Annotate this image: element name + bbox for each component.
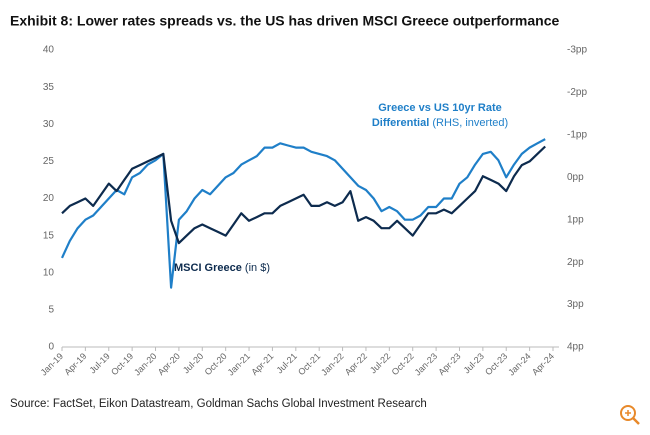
x-tick-label: Oct-19 [109, 351, 135, 377]
annotation-part: (RHS, inverted) [429, 117, 508, 129]
zoom-lens [620, 405, 636, 421]
annotation-part: Differential [372, 117, 429, 129]
annotation-part: (in $) [242, 262, 270, 274]
x-tick-label: Jul-21 [274, 351, 298, 375]
data-line [61, 145, 546, 245]
x-tick-label: Jan-22 [319, 351, 346, 378]
x-tick-label: Apr-21 [249, 351, 275, 377]
y2-tick-label: -2pp [567, 87, 587, 98]
chart-title: Exhibit 8: Lower rates spreads vs. the U… [10, 13, 560, 29]
x-tick-label: Jan-23 [413, 351, 440, 378]
x-tick-label: Apr-20 [156, 351, 182, 377]
y-tick-label: 40 [43, 45, 55, 56]
y-tick-label: 0 [48, 342, 54, 353]
y-tick-label: 10 [43, 267, 55, 278]
annotation-part: Greece vs US 10yr Rate [378, 102, 502, 114]
x-tick-label: Oct-21 [296, 351, 322, 377]
y-tick-label: 25 [43, 156, 55, 167]
zoom-handle [632, 417, 640, 425]
x-tick-label: Jul-19 [87, 351, 111, 375]
y2-tick-label: -1pp [567, 129, 587, 140]
x-tick-label: Apr-19 [62, 351, 88, 377]
y2-tick-label: 3pp [567, 299, 584, 310]
x-tick-label: Oct-23 [483, 351, 509, 377]
y-tick-label: 5 [48, 305, 54, 316]
x-tick-label: Oct-20 [203, 351, 229, 377]
y2-tick-label: 2pp [567, 257, 584, 268]
x-tick-label: Apr-24 [530, 351, 556, 377]
x-tick-label: Jan-24 [506, 351, 533, 378]
x-tick-label: Jan-20 [132, 351, 159, 378]
y2-tick-label: 0pp [567, 172, 584, 183]
annotation: MSCI Greece (in $) [174, 262, 270, 274]
x-tick-label: Jul-20 [181, 351, 205, 375]
x-tick-label: Jul-22 [368, 351, 392, 375]
y-tick-label: 30 [43, 119, 55, 130]
x-tick-label: Jan-21 [226, 351, 253, 378]
annotation-part: MSCI Greece [174, 262, 242, 274]
zoom-icon[interactable] [620, 405, 640, 425]
x-tick-label: Oct-22 [390, 351, 416, 377]
y-tick-label: 20 [43, 193, 55, 204]
y2-tick-label: 1pp [567, 214, 584, 225]
data-line [61, 138, 546, 289]
x-tick-label: Jul-23 [462, 351, 486, 375]
y-tick-label: 15 [43, 230, 55, 241]
source-note: Source: FactSet, Eikon Datastream, Goldm… [10, 398, 427, 410]
annotation: Greece vs US 10yr Rate [378, 102, 502, 114]
y2-tick-label: -3pp [567, 45, 587, 56]
x-tick-label: Apr-22 [343, 351, 369, 377]
y2-tick-label: 4pp [567, 342, 584, 353]
x-tick-label: Apr-23 [436, 351, 462, 377]
annotation: Differential (RHS, inverted) [372, 117, 508, 129]
y-tick-label: 35 [43, 82, 55, 93]
x-tick-label: Jan-19 [39, 351, 66, 378]
